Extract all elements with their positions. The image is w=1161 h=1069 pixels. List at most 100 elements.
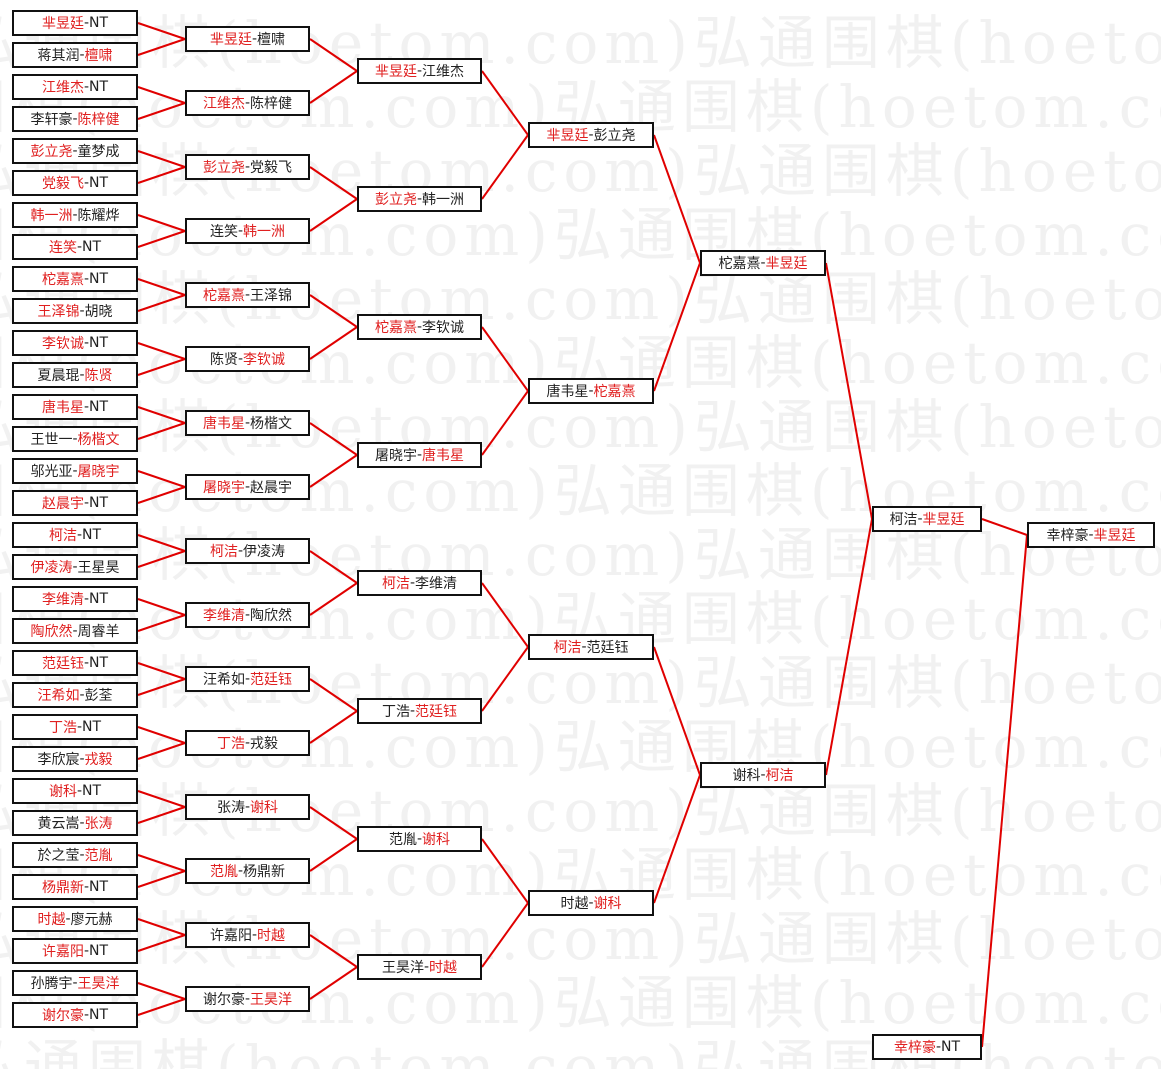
bracket-connector [309,966,358,1000]
bracket-connector [137,678,186,696]
separator: - [244,671,251,687]
match-box: 幸梓豪 - NT [872,1034,982,1060]
match-box: 陶欣然 - 周睿羊 [12,618,138,644]
bracket-connector [137,86,186,104]
match-box: 芈昱廷 - NT [12,10,138,36]
winner-name: 柯洁 [553,640,582,656]
separator: - [935,1039,942,1055]
separator: - [72,975,78,991]
separator: - [76,719,83,735]
winner-name: 幸梓豪 [893,1040,936,1056]
bracket-connector [481,838,529,904]
separator: - [244,95,251,111]
winner-name: 时越 [37,912,66,928]
player-name: NT [89,15,109,31]
separator: - [244,287,251,303]
separator: - [416,63,423,79]
separator: - [83,1007,90,1023]
player-name: NT [82,783,102,799]
bracket-connector [653,646,701,776]
player-name: 伊凌涛 [243,544,286,560]
separator: - [760,255,766,271]
match-box: 汪希如 - 彭荃 [12,682,138,708]
bracket-connector [137,294,186,312]
bracket-connector [137,534,186,552]
match-box: 柁嘉熹 - 王泽锦 [185,282,310,308]
player-name: 彭立尧 [593,128,636,144]
winner-name: 赵晨宇 [41,496,84,512]
match-box: 连笑 - NT [12,234,138,260]
bracket-connector [981,518,1028,536]
separator: - [72,623,78,639]
bracket-connector [137,726,186,744]
player-name: 陈耀烨 [77,208,120,224]
separator: - [83,175,90,191]
winner-name: 陈梓健 [77,112,120,128]
bracket-connector [137,38,186,56]
bracket-connector [309,582,358,616]
match-box: 柁嘉熹 - 李钦诚 [357,314,482,340]
bracket-connector [137,166,186,184]
bracket-connector [481,582,529,648]
winner-name: 谢尔豪 [41,1008,84,1024]
player-name: 李轩豪 [30,112,73,128]
bracket-connector [481,646,529,712]
separator: - [79,687,85,703]
match-box: 伊凌涛 - 王星昊 [12,554,138,580]
winner-name: 檀啸 [84,48,113,64]
winner-name: 韩一洲 [243,224,286,240]
match-box: 唐韦星 - NT [12,394,138,420]
match-box: 王世一 - 杨楷文 [12,426,138,452]
separator: - [72,207,78,223]
bracket-connector [481,902,529,968]
bracket-connector [137,422,186,440]
player-name: 童梦成 [77,144,120,160]
separator: - [237,863,244,879]
player-name: 王泽锦 [250,288,293,304]
separator: - [237,223,244,239]
winner-name: 陈贤 [84,368,113,384]
match-box: 彭立尧 - 党毅飞 [185,154,310,180]
winner-name: 伊凌涛 [30,560,73,576]
winner-name: 时越 [429,960,458,976]
bracket-connector [309,550,358,584]
player-name: 谢尔豪 [202,992,245,1008]
separator: - [588,383,594,399]
separator: - [416,191,423,207]
separator: - [760,767,766,783]
winner-name: 芈昱廷 [209,32,252,48]
bracket-connector [309,678,358,712]
winner-name: 柯洁 [381,576,410,592]
bracket-connector [137,854,186,872]
player-name: NT [89,591,109,607]
match-box: 王泽锦 - 胡晓 [12,298,138,324]
bracket-connector [137,870,186,888]
separator: - [76,527,83,543]
player-name: 杨鼎新 [243,864,286,880]
bracket-connector [309,294,358,328]
match-box: 蒋其润 - 檀啸 [12,42,138,68]
match-box: 陈贤 - 李钦诚 [185,346,310,372]
winner-name: 谢科 [593,896,622,912]
match-box: 屠晓宇 - 唐韦星 [357,442,482,468]
winner-name: 芈昱廷 [1093,528,1136,544]
match-box: 谢科 - 柯洁 [700,762,826,788]
separator: - [83,591,90,607]
match-box: 党毅飞 - NT [12,170,138,196]
match-box: 唐韦星 - 杨楷文 [185,410,310,436]
bracket-connector [137,214,186,232]
player-name: 江维杰 [422,64,465,80]
player-name: 彭荃 [84,688,113,704]
player-name: 蒋其润 [37,48,80,64]
player-name: 孙腾宇 [30,976,73,992]
winner-name: 彭立尧 [202,160,245,176]
separator: - [72,143,78,159]
match-box: 李轩豪 - 陈梓健 [12,106,138,132]
bracket-connector [309,166,358,200]
winner-name: 芈昱廷 [922,512,965,528]
winner-name: 戎毅 [84,752,113,768]
bracket-connector [309,710,358,744]
player-name: NT [941,1039,961,1055]
winner-name: 柯洁 [209,544,238,560]
separator: - [83,879,90,895]
